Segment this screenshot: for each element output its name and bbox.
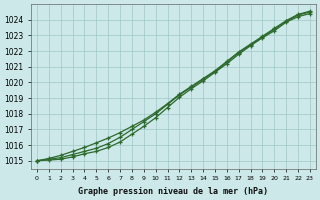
X-axis label: Graphe pression niveau de la mer (hPa): Graphe pression niveau de la mer (hPa)	[78, 187, 268, 196]
